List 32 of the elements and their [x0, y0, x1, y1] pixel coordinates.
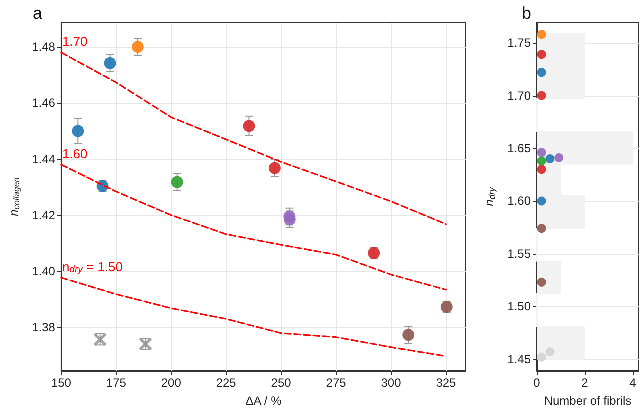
y-tick-label: 1.65	[508, 141, 532, 156]
x-tick-label: 225	[216, 376, 237, 390]
chart-title: a	[33, 4, 43, 23]
y-tick-label: 1.46	[32, 96, 56, 110]
x-tick-label: 175	[106, 376, 127, 390]
series-label: 1.70	[62, 34, 88, 50]
y-axis-title: ndry	[482, 186, 498, 206]
y-tick-label: 1.70	[508, 88, 532, 103]
x-axis-title: Number of fibrils	[544, 394, 632, 408]
y-tick-label: 1.42	[32, 208, 56, 222]
y-tick-label: 1.38	[32, 320, 56, 335]
x-tick-label: 150	[51, 376, 72, 390]
y-tick-label: 1.40	[32, 264, 56, 278]
y-tick-label: 1.45	[508, 352, 532, 366]
chart-title: b	[522, 4, 532, 23]
x-tick-label: 300	[381, 376, 402, 390]
x-axis-title: ΔA / %	[246, 394, 282, 408]
y-tick-label: 1.44	[32, 152, 56, 166]
y-tick-label: 1.75	[508, 36, 532, 50]
x-tick-label: 4	[630, 376, 637, 390]
x-tick-label: 275	[326, 376, 347, 390]
y-tick-label: 1.55	[508, 246, 532, 261]
x-tick-label: 250	[271, 376, 292, 390]
x-tick-label: 0	[534, 376, 541, 390]
y-tick-label: 1.60	[508, 194, 532, 208]
y-axis-title: ncollagen	[7, 177, 22, 216]
x-tick-label: 2	[582, 376, 589, 390]
y-tick-label: 1.50	[508, 300, 532, 314]
x-tick-label: 325	[436, 376, 457, 390]
y-tick-label: 1.48	[32, 40, 56, 54]
series-label: 1.60	[62, 146, 88, 162]
x-tick-label: 200	[161, 376, 182, 390]
